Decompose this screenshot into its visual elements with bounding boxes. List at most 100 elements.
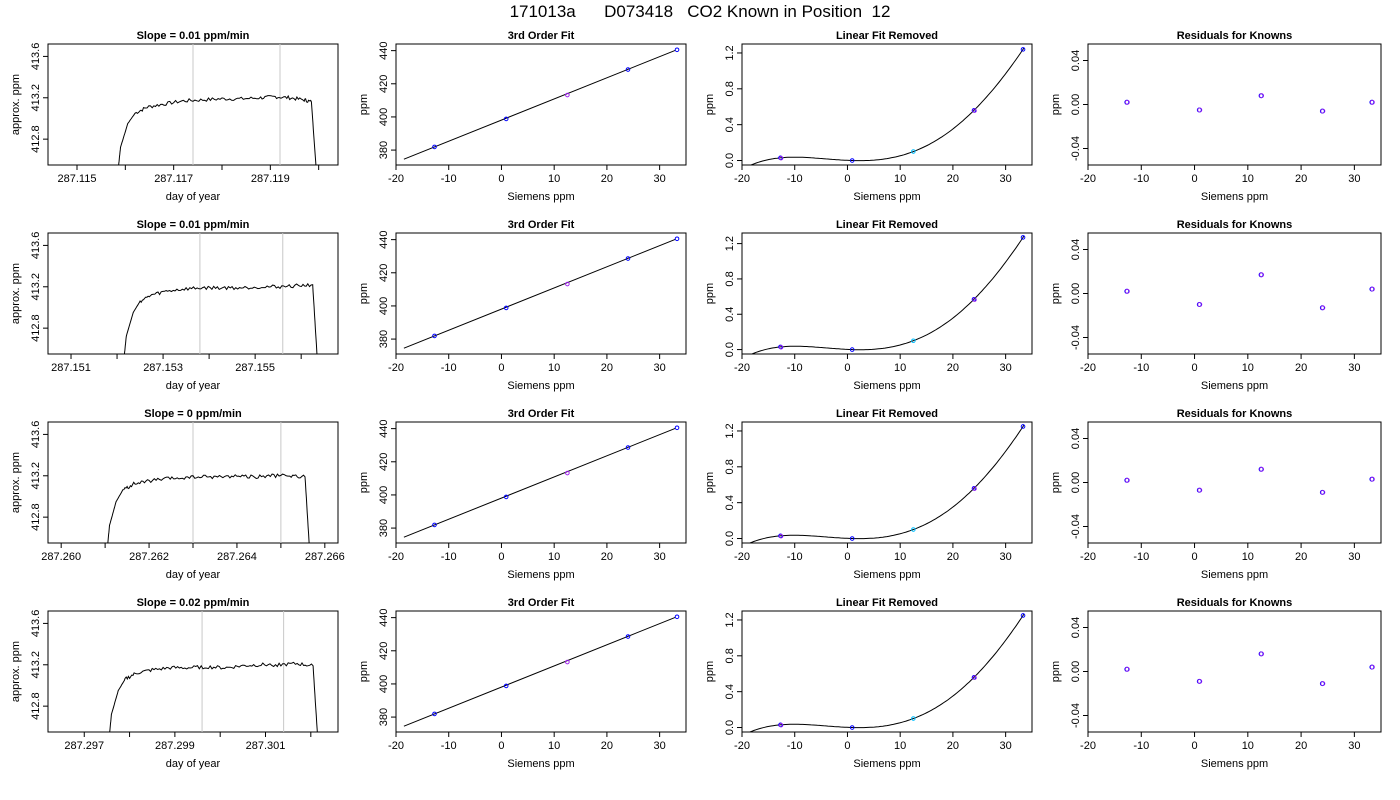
residual-point-overlay (1197, 487, 1203, 493)
data-point-overlay (778, 345, 784, 350)
x-tick-label: 0 (1191, 740, 1197, 752)
y-tick-label: 412.8 (30, 314, 42, 342)
x-tick-label: 30 (1348, 173, 1360, 185)
y-tick-label: 0.00 (1070, 94, 1082, 115)
y-tick-label: 380 (378, 330, 390, 348)
x-tick-label: 30 (1000, 362, 1012, 374)
plot-data (107, 422, 310, 543)
x-tick-label: 0 (1191, 173, 1197, 185)
y-tick-label: -0.04 (1070, 325, 1082, 350)
plot-data (109, 611, 318, 732)
residual-point-overlay (1124, 288, 1130, 294)
x-axis-label: Siemens ppm (1201, 191, 1268, 203)
x-tick-label: -20 (388, 740, 404, 752)
residual-point-overlay (1124, 666, 1130, 672)
data-point (432, 711, 437, 717)
y-axis-label: ppm (358, 94, 370, 115)
x-tick-label: 287.264 (217, 551, 257, 563)
x-tick-label: 30 (1000, 740, 1012, 752)
data-point (674, 236, 680, 242)
plot-frame (395, 421, 687, 544)
plot-frame (741, 43, 1033, 166)
plot-frame (741, 610, 1033, 733)
y-tick-label: 380 (378, 519, 390, 537)
x-tick-label: 0 (1191, 362, 1197, 374)
chart-title: Slope = 0.01 ppm/min (137, 30, 250, 42)
x-tick-label: 0 (844, 551, 850, 563)
y-tick-label: 413.6 (30, 421, 42, 449)
chart-panel-r3c3: Linear Fit Removed -20 -10 0 10 20 30 0.0 0.4 0.8… (704, 408, 1033, 581)
x-tick-label: 20 (947, 740, 959, 752)
x-tick-label: -20 (388, 551, 404, 563)
y-tick-label: 0.04 (1070, 50, 1082, 71)
x-tick-label: 10 (1242, 173, 1254, 185)
residual-point-overlay (1197, 107, 1203, 113)
residual-point-overlay (1320, 489, 1326, 495)
plot-data (749, 613, 1026, 732)
data-point (674, 614, 680, 620)
residual-point-overlay (1370, 664, 1375, 670)
x-tick-label: -20 (1080, 551, 1096, 563)
y-tick-label: 380 (378, 708, 390, 726)
y-tick-label: 400 (378, 108, 390, 126)
chart-panel-r4c4: Residuals for Knowns -20 -10 0 10 20 30 -0.04 0.… (1050, 597, 1382, 770)
x-axis-label: Siemens ppm (507, 569, 574, 581)
x-tick-label: 287.153 (143, 362, 183, 374)
plot-data (749, 47, 1026, 165)
y-tick-label: 0.8 (724, 648, 736, 663)
data-point (625, 256, 631, 261)
y-tick-label: 413.6 (30, 43, 42, 71)
x-tick-label: 0 (1191, 551, 1197, 563)
data-point-overlay (778, 156, 784, 161)
x-tick-label: -20 (734, 173, 750, 185)
x-tick-label: -20 (734, 551, 750, 563)
plot-frame (741, 421, 1033, 544)
y-axis-label: approx. ppm (10, 452, 22, 513)
x-tick-label: -10 (787, 551, 803, 563)
x-tick-label: -20 (1080, 173, 1096, 185)
x-axis-label: Siemens ppm (1201, 380, 1268, 392)
co2-trace (118, 94, 317, 165)
y-tick-label: 440 (378, 230, 390, 248)
x-tick-label: 10 (894, 740, 906, 752)
chart-panel-r2c3: Linear Fit Removed -20 -10 0 10 20 30 0.0 0.4 0.8… (704, 219, 1033, 392)
y-tick-label: 413.2 (30, 462, 42, 490)
chart-panel-r3c1: Slope = 0 ppm/min 287.260 287.262 287.264 28… (10, 408, 345, 581)
y-axis-label: approx. ppm (10, 641, 22, 702)
y-tick-label: 1.2 (724, 423, 736, 438)
residual-point-overlay (1320, 108, 1326, 114)
page-title: 171013a D073418 CO2 Known in Position 12 (509, 2, 891, 21)
y-tick-label: 0.0 (724, 720, 736, 735)
y-tick-label: 0.8 (724, 459, 736, 474)
data-point (849, 536, 855, 541)
x-tick-label: 30 (1348, 740, 1360, 752)
y-axis-label: approx. ppm (10, 263, 22, 324)
residual-point-overlay (1320, 305, 1326, 311)
y-axis-label: ppm (704, 283, 716, 304)
plot-data (749, 424, 1026, 543)
x-tick-label: 287.266 (305, 551, 345, 563)
x-tick-label: -10 (1133, 362, 1149, 374)
chart-title: Residuals for Knowns (1177, 30, 1293, 42)
x-tick-label: 10 (548, 362, 560, 374)
x-axis-label: day of year (166, 569, 221, 581)
data-point (1020, 235, 1026, 240)
x-tick-label: 10 (894, 362, 906, 374)
y-axis-label: ppm (704, 472, 716, 493)
data-point-overlay (972, 108, 977, 113)
residual-curve (749, 47, 1025, 165)
x-tick-label: 287.119 (251, 173, 290, 185)
fit-line (403, 427, 676, 538)
plot-data (403, 236, 680, 349)
y-tick-label: 412.8 (30, 125, 42, 153)
data-point-overlay (972, 675, 977, 680)
y-tick-label: 420 (378, 642, 390, 660)
residual-point-overlay (1197, 302, 1203, 307)
y-tick-label: 0.0 (724, 153, 736, 168)
plot-data (403, 47, 680, 160)
x-axis-label: Siemens ppm (853, 569, 920, 581)
chart-title: Linear Fit Removed (836, 597, 938, 609)
co2-trace (109, 661, 318, 732)
y-tick-label: 440 (378, 608, 390, 626)
x-axis-label: Siemens ppm (507, 380, 574, 392)
